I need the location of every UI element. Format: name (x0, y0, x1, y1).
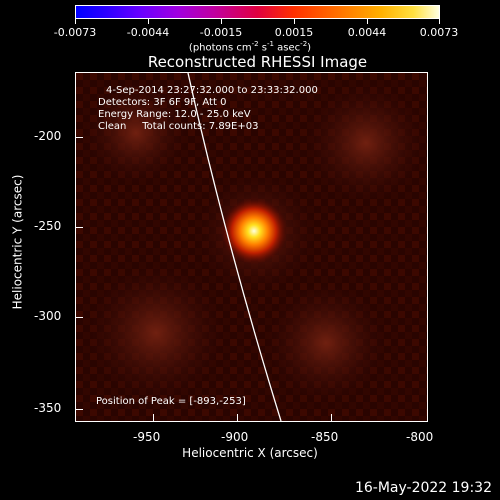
y-axis-label: Heliocentric Y (arcsec) (10, 174, 25, 310)
x-tick-label: -950 (133, 430, 161, 444)
y-tick-label: -350 (34, 401, 62, 415)
x-tick (237, 414, 238, 422)
colorbar-tick (75, 19, 76, 24)
colorbar-tick-label: 0.0015 (274, 26, 314, 39)
colorbar (75, 5, 440, 19)
x-tick-label: -800 (406, 430, 434, 444)
colorbar-tick-label: -0.0015 (199, 26, 243, 39)
colorbar-tick-label: -0.0044 (126, 26, 170, 39)
y-tick-label: -250 (34, 219, 62, 233)
y-tick (75, 227, 83, 228)
colorbar-tick (367, 19, 368, 24)
image-title: Reconstructed RHESSI Image (147, 53, 368, 71)
energy-range-text: Energy Range: 12.0 - 25.0 keV (98, 109, 251, 120)
observation-info: 4-Sep-2014 23:27:32.000 to 23:33:32.000 D… (98, 85, 318, 133)
colorbar-tick (148, 19, 149, 24)
clean-counts-text: Clean Total counts: 7.89E+03 (98, 121, 259, 132)
time-range: 4-Sep-2014 23:27:32.000 to 23:33:32.000 (106, 85, 318, 96)
flare-source (220, 197, 288, 265)
y-tick (75, 137, 83, 138)
x-tick-label: -850 (311, 430, 339, 444)
x-axis-label: Heliocentric X (arcsec) (182, 446, 318, 460)
peak-position: Position of Peak = [-893,-253] (96, 396, 246, 407)
colorbar-tick (221, 19, 222, 24)
x-tick-label: -900 (221, 430, 249, 444)
colorbar-tick (294, 19, 295, 24)
x-tick (427, 414, 428, 422)
datestamp: 16-May-2022 19:32 (354, 480, 492, 496)
colorbar-tick-label: 0.0073 (419, 26, 459, 39)
y-tick-label: -300 (34, 309, 62, 323)
colorbar-tick-label: -0.0073 (53, 26, 97, 39)
detectors-text: Detectors: 3F 6F 9F, Att 0 (98, 97, 227, 108)
x-tick (331, 414, 332, 422)
colorbar-units: (photons cm-2 s-1 asec-2) (188, 40, 312, 54)
x-tick (153, 414, 154, 422)
colorbar-tick-label: 0.0044 (347, 26, 387, 39)
y-tick (75, 317, 83, 318)
rhessi-map (76, 73, 427, 421)
y-tick-label: -200 (34, 129, 62, 143)
image-plot: 4-Sep-2014 23:27:32.000 to 23:33:32.000 D… (75, 72, 428, 422)
solar-limb-line (187, 73, 282, 421)
colorbar-tick (439, 19, 440, 24)
y-tick (75, 409, 83, 410)
